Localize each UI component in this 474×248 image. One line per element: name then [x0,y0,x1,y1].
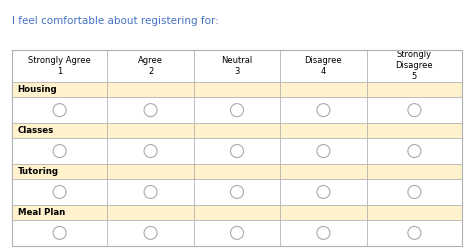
Text: Meal Plan: Meal Plan [18,208,65,217]
Bar [194,97,280,123]
Text: Classes: Classes [18,126,54,135]
Bar [12,50,462,246]
Bar [108,164,194,179]
Bar [194,138,280,164]
Bar [280,82,366,97]
Bar [12,205,108,220]
Bar [12,123,108,138]
Bar [12,220,108,246]
Bar [108,179,194,205]
Bar [366,82,462,97]
Bar [194,164,280,179]
Bar [12,50,108,82]
Bar [108,138,194,164]
Bar [12,82,108,97]
Bar [366,164,462,179]
Text: Disagree
4: Disagree 4 [305,56,342,76]
Bar [366,220,462,246]
Bar [108,97,194,123]
Text: Strongly
Disagree
5: Strongly Disagree 5 [396,50,433,81]
Bar [108,123,194,138]
Bar [366,179,462,205]
Bar [12,164,108,179]
Text: Neutral
3: Neutral 3 [221,56,253,76]
Bar [194,50,280,82]
Bar [108,220,194,246]
Bar [108,205,194,220]
Bar [280,205,366,220]
Bar [194,179,280,205]
Bar [194,82,280,97]
Bar [280,220,366,246]
Bar [366,205,462,220]
Bar [12,97,108,123]
Bar [108,82,194,97]
Bar [366,138,462,164]
Bar [280,97,366,123]
Bar [280,164,366,179]
Bar [194,123,280,138]
Text: Strongly Agree
1: Strongly Agree 1 [28,56,91,76]
Bar [194,205,280,220]
Bar [108,50,194,82]
Bar [280,50,366,82]
Bar [366,50,462,82]
Bar [280,123,366,138]
Text: I feel comfortable about registering for:: I feel comfortable about registering for… [12,16,219,26]
Bar [366,97,462,123]
Text: Tutoring: Tutoring [18,167,58,176]
Text: Agree
2: Agree 2 [138,56,163,76]
Text: Housing: Housing [18,85,57,94]
Bar [12,179,108,205]
Bar [194,220,280,246]
Bar [280,138,366,164]
Bar [280,179,366,205]
Bar [366,123,462,138]
Bar [12,138,108,164]
